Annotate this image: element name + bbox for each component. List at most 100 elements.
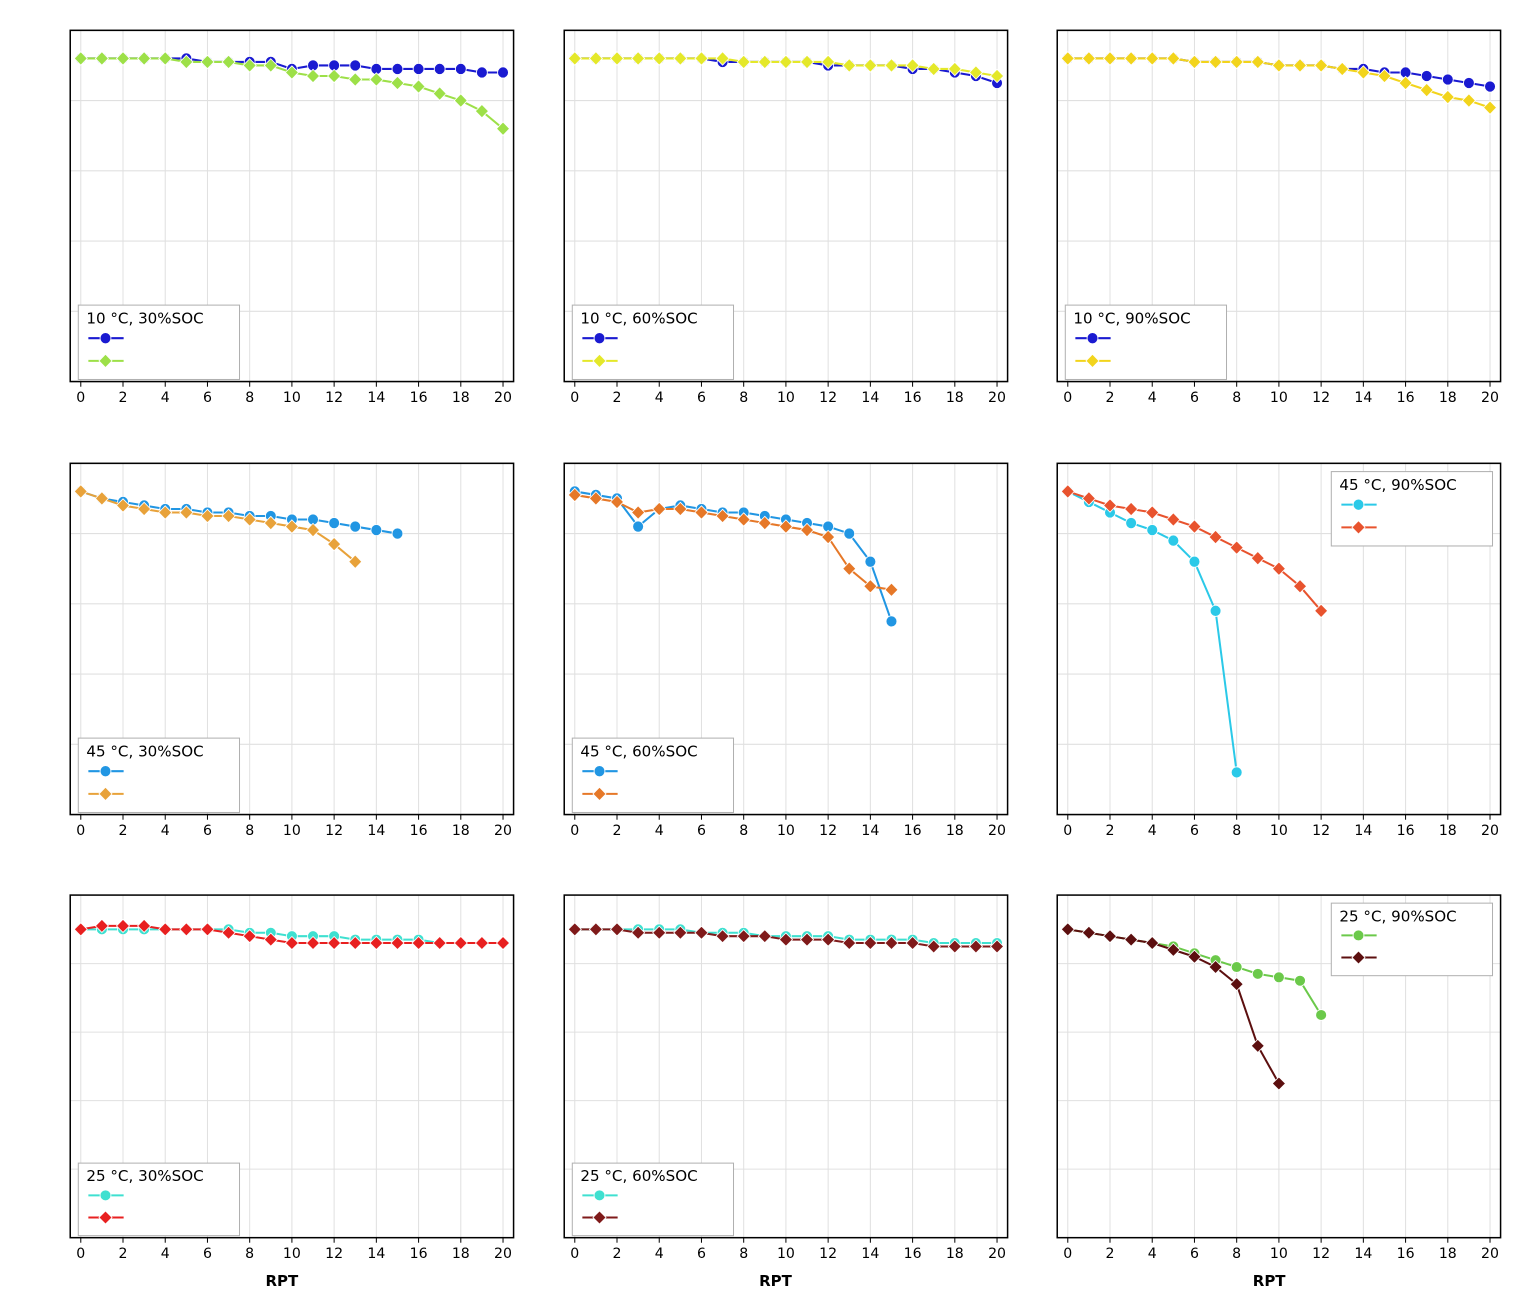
svg-text:16: 16 [1397,390,1415,406]
chart-svg: 0246810121416182025 °C, 30%SOC [40,885,524,1268]
panel-1-0: Static Capacity [Ah]0246810121416182045 … [40,453,524,846]
svg-text:14: 14 [367,390,385,406]
svg-text:16: 16 [903,1246,921,1262]
svg-text:2: 2 [119,390,128,406]
svg-text:14: 14 [367,823,385,839]
svg-text:18: 18 [1439,823,1457,839]
legend-title: 45 °C, 90%SOC [1340,476,1457,494]
panel-1-2: 0246810121416182045 °C, 90%SOC [1027,453,1511,846]
svg-text:6: 6 [203,390,212,406]
svg-text:0: 0 [76,390,85,406]
chart-svg: 0246810121416182010 °C, 60%SOC [534,20,1018,413]
svg-text:4: 4 [161,823,170,839]
svg-text:2: 2 [1106,390,1115,406]
svg-text:8: 8 [245,823,254,839]
svg-text:0: 0 [1064,823,1073,839]
svg-text:12: 12 [1312,823,1330,839]
legend-title: 10 °C, 90%SOC [1074,310,1191,328]
chart-svg: 0246810121416182045 °C, 30%SOC [40,453,524,846]
legend-title: 25 °C, 30%SOC [86,1167,203,1185]
legend: 10 °C, 30%SOC [78,305,239,379]
svg-text:0: 0 [1064,1246,1073,1262]
svg-text:6: 6 [1190,1246,1199,1262]
legend-title: 45 °C, 30%SOC [86,742,203,760]
legend: 25 °C, 90%SOC [1332,903,1493,976]
svg-text:2: 2 [612,823,621,839]
svg-text:20: 20 [494,823,512,839]
svg-text:20: 20 [988,1246,1006,1262]
svg-text:18: 18 [1439,1246,1457,1262]
svg-text:2: 2 [119,823,128,839]
svg-text:14: 14 [1355,1246,1373,1262]
svg-text:16: 16 [903,390,921,406]
svg-text:20: 20 [1481,823,1499,839]
svg-text:0: 0 [570,390,579,406]
svg-text:18: 18 [1439,390,1457,406]
svg-text:4: 4 [654,390,663,406]
svg-text:18: 18 [452,390,470,406]
svg-text:4: 4 [161,1246,170,1262]
svg-text:14: 14 [1355,390,1373,406]
legend: 45 °C, 30%SOC [78,738,239,812]
svg-text:12: 12 [819,390,837,406]
panel-0-1: 0246810121416182010 °C, 60%SOC [534,20,1018,413]
chart-grid: Static Capacity [Ah]0246810121416182010 … [40,20,1511,1290]
svg-text:10: 10 [777,823,795,839]
panel-0-0: Static Capacity [Ah]0246810121416182010 … [40,20,524,413]
svg-text:18: 18 [946,390,964,406]
svg-text:20: 20 [988,390,1006,406]
legend-title: 10 °C, 60%SOC [580,310,697,328]
svg-text:14: 14 [861,390,879,406]
svg-text:16: 16 [410,823,428,839]
svg-text:6: 6 [697,1246,706,1262]
chart-svg: 0246810121416182045 °C, 60%SOC [534,453,1018,846]
legend-title: 25 °C, 90%SOC [1340,907,1457,925]
panel-2-1: 0246810121416182025 °C, 60%SOCRPT [534,885,1018,1290]
legend: 10 °C, 90%SOC [1066,305,1227,379]
svg-text:6: 6 [203,1246,212,1262]
svg-text:8: 8 [245,1246,254,1262]
svg-text:16: 16 [410,1246,428,1262]
legend: 25 °C, 30%SOC [78,1163,239,1236]
svg-text:12: 12 [819,823,837,839]
legend: 25 °C, 60%SOC [572,1163,733,1236]
svg-text:2: 2 [1106,1246,1115,1262]
svg-text:20: 20 [1481,1246,1499,1262]
svg-text:14: 14 [1355,823,1373,839]
svg-text:6: 6 [697,390,706,406]
legend: 45 °C, 60%SOC [572,738,733,812]
svg-text:18: 18 [946,823,964,839]
chart-svg: 0246810121416182025 °C, 60%SOC [534,885,1018,1268]
svg-text:16: 16 [410,390,428,406]
legend: 10 °C, 60%SOC [572,305,733,379]
svg-text:2: 2 [119,1246,128,1262]
panel-0-2: 0246810121416182010 °C, 90%SOC [1027,20,1511,413]
svg-text:12: 12 [819,1246,837,1262]
svg-text:14: 14 [861,1246,879,1262]
svg-text:4: 4 [1148,823,1157,839]
svg-text:14: 14 [861,823,879,839]
svg-text:6: 6 [1190,390,1199,406]
svg-text:10: 10 [283,390,301,406]
svg-text:16: 16 [1397,823,1415,839]
svg-text:16: 16 [903,823,921,839]
chart-svg: 0246810121416182010 °C, 30%SOC [40,20,524,413]
svg-text:8: 8 [245,390,254,406]
svg-text:6: 6 [203,823,212,839]
x-axis-label: RPT [534,1272,1018,1290]
x-axis-label: RPT [40,1272,524,1290]
svg-text:8: 8 [739,823,748,839]
svg-text:18: 18 [452,1246,470,1262]
panel-2-2: 0246810121416182025 °C, 90%SOCRPT [1027,885,1511,1290]
svg-text:0: 0 [76,1246,85,1262]
svg-text:20: 20 [988,823,1006,839]
panel-2-0: Static Capacity [Ah]0246810121416182025 … [40,885,524,1290]
panel-1-1: 0246810121416182045 °C, 60%SOC [534,453,1018,846]
svg-text:4: 4 [1148,1246,1157,1262]
svg-text:4: 4 [654,1246,663,1262]
svg-text:0: 0 [76,823,85,839]
svg-text:12: 12 [325,823,343,839]
svg-text:0: 0 [1064,390,1073,406]
svg-text:10: 10 [283,823,301,839]
svg-text:20: 20 [494,1246,512,1262]
